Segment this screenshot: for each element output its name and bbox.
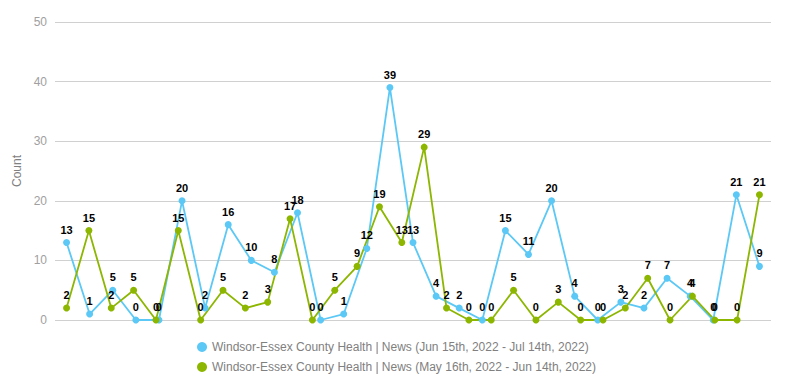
- svg-text:9: 9: [354, 247, 360, 259]
- svg-text:0: 0: [466, 301, 472, 313]
- svg-text:10: 10: [34, 253, 48, 267]
- svg-text:4: 4: [433, 277, 440, 289]
- svg-text:2: 2: [63, 289, 69, 301]
- svg-text:10: 10: [245, 241, 257, 253]
- svg-text:0: 0: [153, 301, 159, 313]
- svg-text:2: 2: [242, 289, 248, 301]
- svg-text:15: 15: [499, 212, 511, 224]
- svg-text:13: 13: [407, 224, 419, 236]
- svg-text:21: 21: [753, 176, 765, 188]
- svg-text:17: 17: [284, 200, 296, 212]
- svg-text:2: 2: [622, 289, 628, 301]
- svg-text:3: 3: [265, 283, 271, 295]
- svg-text:30: 30: [34, 134, 48, 148]
- svg-text:0: 0: [198, 301, 204, 313]
- svg-text:0: 0: [40, 313, 47, 327]
- svg-text:9: 9: [756, 247, 762, 259]
- svg-text:0: 0: [667, 301, 673, 313]
- svg-text:18: 18: [291, 193, 304, 206]
- svg-text:2: 2: [456, 289, 462, 301]
- svg-text:21: 21: [730, 176, 742, 188]
- svg-text:0: 0: [712, 301, 718, 313]
- svg-text:3: 3: [555, 283, 561, 295]
- svg-text:5: 5: [220, 271, 226, 283]
- svg-text:3: 3: [617, 283, 624, 296]
- svg-text:40: 40: [34, 75, 48, 89]
- svg-text:2: 2: [443, 289, 449, 301]
- svg-text:5: 5: [332, 271, 338, 283]
- svg-text:11: 11: [523, 235, 535, 247]
- svg-text:5: 5: [110, 271, 116, 283]
- svg-text:2: 2: [108, 289, 114, 301]
- svg-text:Windsor-Essex County Health |: Windsor-Essex County Health | News (Jun …: [212, 340, 589, 354]
- svg-text:0: 0: [594, 301, 601, 313]
- svg-text:2: 2: [641, 289, 647, 301]
- svg-text:13: 13: [396, 224, 408, 236]
- svg-text:0: 0: [533, 301, 539, 313]
- svg-text:0: 0: [488, 301, 494, 313]
- svg-text:29: 29: [418, 128, 430, 140]
- svg-text:0: 0: [734, 301, 740, 313]
- svg-text:19: 19: [373, 188, 385, 200]
- svg-text:50: 50: [34, 15, 48, 29]
- svg-text:20: 20: [176, 182, 188, 194]
- svg-text:12: 12: [361, 229, 373, 241]
- svg-text:0: 0: [578, 301, 584, 313]
- svg-text:2: 2: [202, 289, 208, 301]
- svg-text:0: 0: [600, 301, 606, 313]
- svg-text:Windsor-Essex County Health |: Windsor-Essex County Health | News (May …: [212, 360, 596, 374]
- svg-text:1: 1: [87, 295, 93, 307]
- svg-text:0: 0: [479, 301, 485, 313]
- svg-text:39: 39: [384, 69, 396, 81]
- svg-text:4: 4: [689, 277, 696, 289]
- svg-text:0: 0: [309, 301, 315, 313]
- svg-text:5: 5: [511, 271, 517, 283]
- svg-text:7: 7: [664, 259, 670, 271]
- svg-text:5: 5: [131, 271, 137, 283]
- svg-text:Count: Count: [10, 154, 24, 187]
- svg-text:20: 20: [545, 182, 557, 194]
- svg-text:0: 0: [318, 301, 324, 313]
- svg-text:8: 8: [271, 253, 277, 265]
- svg-text:7: 7: [645, 259, 651, 271]
- svg-text:4: 4: [572, 277, 579, 289]
- svg-text:13: 13: [60, 224, 72, 236]
- svg-text:1: 1: [341, 295, 347, 307]
- svg-text:0: 0: [133, 301, 139, 313]
- svg-text:15: 15: [83, 212, 95, 224]
- svg-text:15: 15: [172, 212, 184, 224]
- svg-text:16: 16: [222, 206, 234, 218]
- svg-text:20: 20: [34, 194, 48, 208]
